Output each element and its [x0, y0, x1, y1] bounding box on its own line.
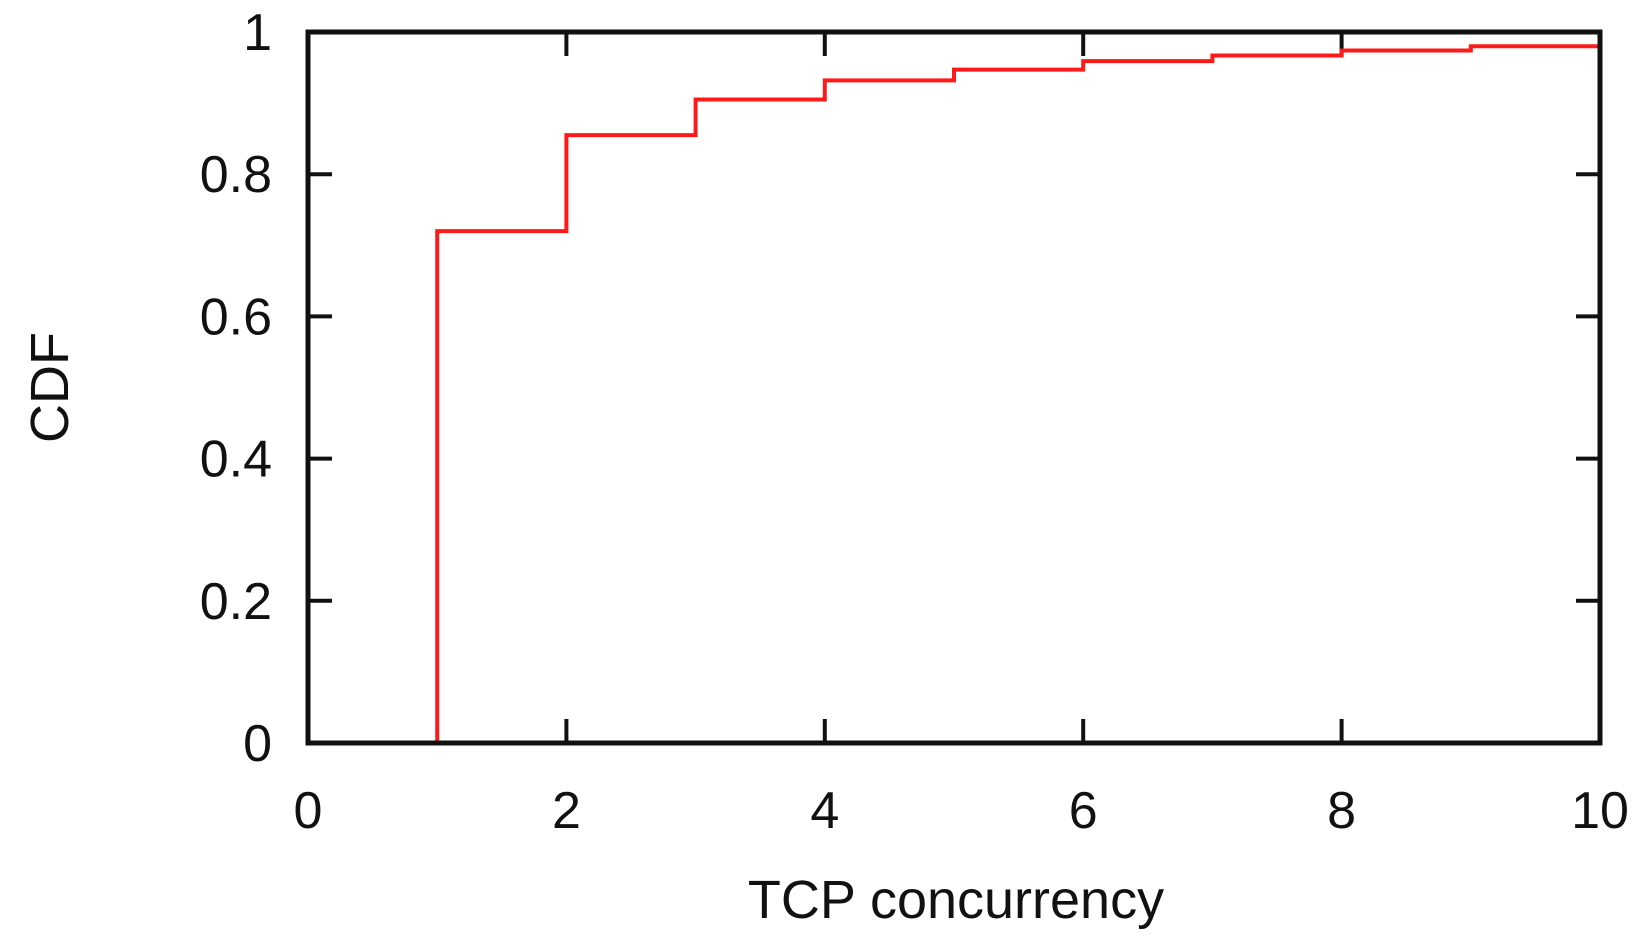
x-tick-label: 0 — [294, 782, 323, 840]
x-tick-label: 6 — [1069, 782, 1098, 840]
x-tick-label: 2 — [552, 782, 581, 840]
label-layer: 0 2 4 6 8 10 0 0.2 0.4 0.6 0.8 1 — [200, 4, 1629, 840]
y-tick-label: 1 — [243, 4, 272, 62]
x-tick-label: 10 — [1571, 782, 1629, 840]
y-tick-label: 0.2 — [200, 573, 272, 631]
y-tick-label: 0.6 — [200, 288, 272, 346]
x-axis-label: TCP concurrency — [748, 870, 1164, 930]
tick-layer — [306, 30, 1602, 745]
y-axis-label: CDF — [20, 332, 80, 443]
series-layer — [435, 44, 1602, 743]
cdf-series-line — [435, 44, 1602, 743]
y-tick-label: 0.4 — [200, 431, 272, 489]
x-tick-label: 8 — [1327, 782, 1356, 840]
y-tick-label: 0 — [243, 715, 272, 773]
y-tick-label: 0.8 — [200, 146, 272, 204]
x-tick-label: 4 — [810, 782, 839, 840]
plot-frame — [305, 29, 1603, 746]
